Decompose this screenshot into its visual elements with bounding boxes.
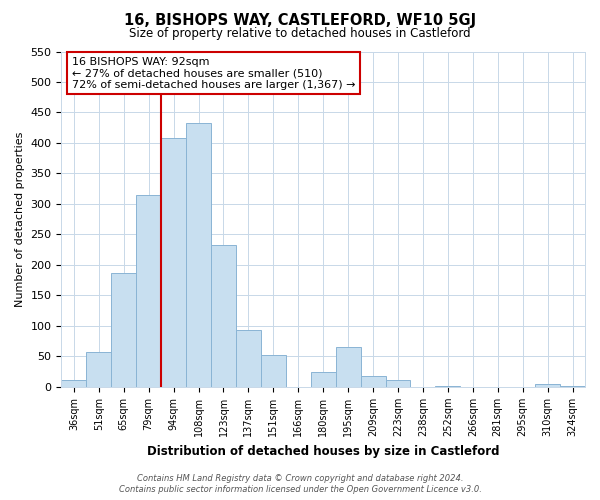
Text: Size of property relative to detached houses in Castleford: Size of property relative to detached ho…	[129, 28, 471, 40]
Bar	[386, 380, 410, 387]
Bar	[161, 138, 186, 387]
Text: 16, BISHOPS WAY, CASTLEFORD, WF10 5GJ: 16, BISHOPS WAY, CASTLEFORD, WF10 5GJ	[124, 12, 476, 28]
Y-axis label: Number of detached properties: Number of detached properties	[15, 132, 25, 307]
Bar	[236, 330, 261, 387]
Bar	[560, 386, 585, 387]
Bar	[211, 246, 236, 387]
Bar	[261, 355, 286, 387]
Bar	[136, 195, 161, 387]
X-axis label: Distribution of detached houses by size in Castleford: Distribution of detached houses by size …	[147, 444, 499, 458]
Bar	[186, 124, 211, 387]
Bar	[86, 352, 111, 387]
Bar	[361, 376, 386, 387]
Bar	[535, 384, 560, 387]
Bar	[436, 386, 460, 387]
Bar	[111, 273, 136, 387]
Bar	[61, 380, 86, 387]
Bar	[335, 348, 361, 387]
Bar	[311, 372, 335, 387]
Text: Contains HM Land Registry data © Crown copyright and database right 2024.
Contai: Contains HM Land Registry data © Crown c…	[119, 474, 481, 494]
Text: 16 BISHOPS WAY: 92sqm
← 27% of detached houses are smaller (510)
72% of semi-det: 16 BISHOPS WAY: 92sqm ← 27% of detached …	[72, 56, 355, 90]
